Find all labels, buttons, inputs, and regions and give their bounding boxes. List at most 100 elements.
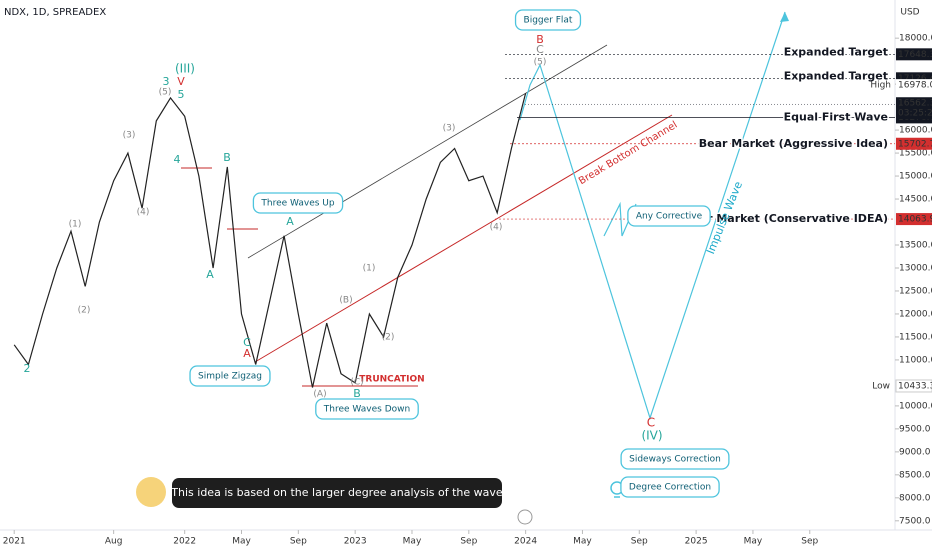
price-tag-label: 17648.3: [898, 50, 932, 60]
y-tick-label: 14500.0: [899, 195, 932, 205]
price-tag-label: 14063.9: [898, 215, 932, 225]
wave-label: V: [177, 75, 185, 88]
x-tick-label: Sep: [801, 537, 818, 547]
wave-label: A: [206, 268, 214, 281]
wave-label: C: [243, 336, 251, 349]
y-tick-label: 13000.0: [899, 263, 932, 273]
x-tick-label: Aug: [105, 537, 123, 547]
wave-label: 2: [24, 362, 31, 375]
wave-label: 3: [163, 75, 170, 88]
annotation-box: [627, 205, 711, 227]
annotation-label: Degree Correction: [629, 483, 711, 493]
wave-label: (1): [69, 220, 82, 230]
wave-label: (IV): [641, 429, 662, 443]
low-tag-label: 10433.3: [898, 381, 932, 391]
y-tick-label: 9500.0: [899, 424, 931, 434]
level-label: Equal First Wave: [784, 110, 888, 123]
level-label: Bear Market (Aggressive Idea): [699, 137, 888, 150]
y-tick-label: 11500.0: [899, 332, 932, 342]
y-tick-label: 13500.0: [899, 241, 932, 251]
wave-label: (5): [159, 88, 172, 98]
wave-label: (1): [363, 264, 376, 274]
countdown: 03:25:27: [898, 109, 932, 119]
x-tick-label: May: [232, 537, 251, 547]
y-tick-label: 8000.0: [899, 493, 931, 503]
annotation-label: Simple Zigzag: [198, 372, 262, 382]
wave-label: (3): [123, 131, 136, 141]
x-tick-label: 2021: [3, 537, 26, 547]
low-label: Low: [872, 381, 890, 391]
annotation-label: Three Waves Up: [260, 199, 334, 209]
y-tick-label: 11000.0: [899, 355, 932, 365]
x-tick-label: 2022: [173, 537, 196, 547]
last-price-label: 16562.3: [898, 99, 932, 109]
x-tick-label: May: [744, 537, 763, 547]
wave-label: (2): [78, 306, 91, 316]
level-label: Expanded Target: [784, 69, 888, 82]
x-tick-label: Sep: [460, 537, 477, 547]
x-tick-label: Sep: [631, 537, 648, 547]
high-tag: [896, 79, 932, 92]
x-tick-label: May: [403, 537, 422, 547]
wave-label: A: [286, 215, 294, 228]
annotation-box: [620, 448, 730, 470]
wave-label: (3): [443, 124, 456, 134]
y-tick-label: 9000.0: [899, 447, 931, 457]
y-tick-label: 8500.0: [899, 470, 931, 480]
y-tick-label: 15000.0: [899, 172, 932, 182]
high-tag-label: 16978.0: [898, 81, 932, 91]
wave-label: (4): [137, 208, 150, 218]
price-tag-label: 17126.4: [898, 74, 932, 84]
low-tag: [895, 379, 932, 393]
x-tick-label: Sep: [290, 537, 307, 547]
wave-label: (2): [382, 333, 395, 343]
annotation-label: Sideways Correction: [629, 455, 721, 465]
thinking-icon: [136, 477, 166, 507]
banner: [172, 478, 502, 508]
wave-label: B: [223, 151, 231, 164]
banner-text: This idea is based on the larger degree …: [170, 486, 503, 499]
y-tick-label: 10000.0: [899, 401, 932, 411]
price-tag: [896, 137, 932, 150]
channel-top: [247, 44, 608, 259]
arrow-head: [780, 12, 789, 22]
wave-label: B: [353, 387, 361, 400]
x-tick-label: 2024: [514, 537, 537, 547]
price-tag: [896, 48, 932, 61]
x-tick-label: 2023: [344, 537, 367, 547]
y-tick-label: 12500.0: [899, 286, 932, 296]
price-tag: [896, 213, 932, 226]
wave-label: (B): [339, 296, 352, 306]
annotation-label: Three Waves Down: [323, 405, 410, 415]
wave-label: C: [536, 43, 544, 56]
annotation-box: [514, 9, 582, 31]
y-tick-label: 7500.0: [899, 516, 931, 526]
wave-label: (4): [490, 223, 503, 233]
wave-label: (A): [313, 390, 326, 400]
annotation-box: [252, 192, 344, 214]
y-tick-label: 15500.0: [899, 149, 932, 159]
annotation-box: [620, 476, 720, 498]
wave-label: TRUNCATION: [359, 375, 424, 385]
y-tick-label: 12000.0: [899, 309, 932, 319]
level-label: Bear Market (Conservative IDEA): [684, 212, 888, 225]
level-label: Expanded Target: [784, 45, 888, 58]
x-tick-label: May: [573, 537, 592, 547]
x-tick-label: 2025: [685, 537, 708, 547]
wave-label: C: [647, 416, 655, 430]
flash-icon: [517, 509, 533, 525]
y-tick-label: 16000.0: [899, 126, 932, 136]
high-label: High: [870, 81, 891, 91]
projection-path: [519, 11, 786, 420]
annotation-box: [315, 398, 419, 420]
channel-bottom: [254, 114, 673, 363]
wave-label: A: [243, 347, 251, 360]
wave-label: B: [536, 33, 544, 46]
wave-label: (III): [175, 62, 195, 76]
y-tick-label: 18000.0: [899, 34, 932, 44]
annotation-label: Bigger Flat: [524, 16, 573, 26]
annotation-label: Any Corrective: [636, 212, 703, 222]
wave-label: (5): [534, 58, 547, 68]
